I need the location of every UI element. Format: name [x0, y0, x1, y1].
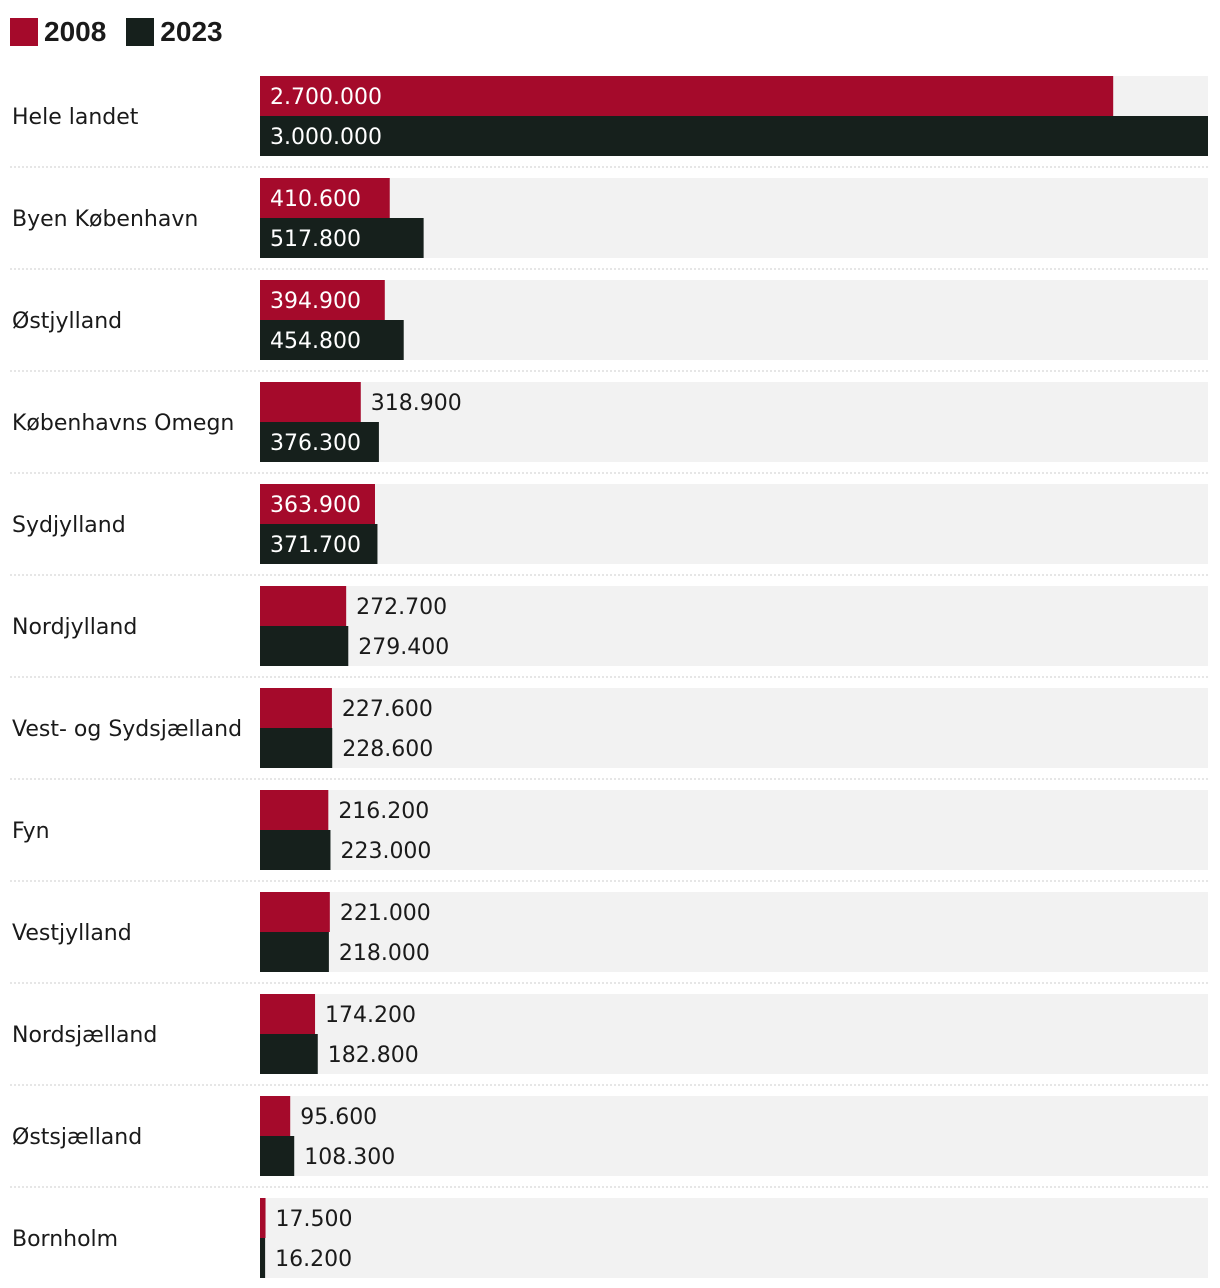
- legend: 2008 2023: [10, 14, 243, 50]
- bar-track-nordjylland: [260, 586, 1208, 666]
- legend-swatch-2008: [10, 18, 38, 46]
- category-label-fyn: Fyn: [12, 819, 50, 844]
- bar-2023-byen-kobenhavn: [260, 218, 424, 258]
- category-label-vest-og-sydsjaelland: Vest- og Sydsjælland: [12, 717, 242, 742]
- category-label-hele-landet: Hele landet: [12, 105, 139, 130]
- value-label-2008-bornholm: 17.500: [276, 1207, 353, 1232]
- value-label-2008-hele-landet: 2.700.000: [270, 85, 382, 110]
- bar-2008-nordjylland: [260, 586, 347, 626]
- bar-2008-sydjylland: [260, 484, 375, 524]
- bar-2023-nordsjaelland: [260, 1034, 318, 1074]
- value-label-2023-nordsjaelland: 182.800: [328, 1043, 419, 1068]
- bar-track-nordsjaelland: [260, 994, 1208, 1074]
- value-label-2023-byen-kobenhavn: 517.800: [270, 227, 361, 252]
- bar-track-ostsjaelland: [260, 1096, 1208, 1176]
- category-label-nordsjaelland: Nordsjælland: [12, 1023, 157, 1048]
- value-label-2023-nordjylland: 279.400: [358, 635, 449, 660]
- bar-2008-ostsjaelland: [260, 1096, 291, 1136]
- bar-track-bornholm: [260, 1198, 1208, 1278]
- value-label-2008-nordjylland: 272.700: [356, 595, 447, 620]
- bar-2023-hele-landet: [260, 116, 1208, 156]
- value-label-2008-ostjylland: 394.900: [270, 289, 361, 314]
- bar-2023-ostjylland: [260, 320, 404, 360]
- value-label-2008-fyn: 216.200: [338, 799, 429, 824]
- bar-2023-nordjylland: [260, 626, 349, 666]
- value-label-2023-bornholm: 16.200: [275, 1247, 352, 1272]
- bar-track-vestjylland: [260, 892, 1208, 972]
- value-label-2008-vest-og-sydsjaelland: 227.600: [342, 697, 433, 722]
- value-label-2023-fyn: 223.000: [340, 839, 431, 864]
- bar-2023-kobenhavns-omegn: [260, 422, 379, 462]
- bar-track-sydjylland: [260, 484, 1208, 564]
- legend-label-2023: 2023: [160, 16, 223, 47]
- bar-2008-kobenhavns-omegn: [260, 382, 361, 422]
- value-label-2023-vest-og-sydsjaelland: 228.600: [342, 737, 433, 762]
- legend-item-2008: 2008: [10, 16, 106, 48]
- bar-2023-bornholm: [260, 1238, 266, 1278]
- bar-2008-byen-kobenhavn: [260, 178, 390, 218]
- bar-2023-vestjylland: [260, 932, 329, 972]
- value-label-2023-vestjylland: 218.000: [339, 941, 430, 966]
- value-label-2023-kobenhavns-omegn: 376.300: [270, 431, 361, 456]
- bar-2023-vest-og-sydsjaelland: [260, 728, 333, 768]
- bar-2008-vestjylland: [260, 892, 330, 932]
- category-label-ostjylland: Østjylland: [12, 309, 122, 334]
- value-label-2008-nordsjaelland: 174.200: [325, 1003, 416, 1028]
- bar-track-kobenhavns-omegn: [260, 382, 1208, 462]
- category-label-bornholm: Bornholm: [12, 1227, 118, 1252]
- bar-track-fyn: [260, 790, 1208, 870]
- bar-2008-hele-landet: [260, 76, 1114, 116]
- bar-2008-ostjylland: [260, 280, 385, 320]
- category-label-byen-kobenhavn: Byen København: [12, 207, 198, 232]
- bar-2023-ostsjaelland: [260, 1136, 295, 1176]
- bar-2008-nordsjaelland: [260, 994, 316, 1034]
- category-label-vestjylland: Vestjylland: [12, 921, 132, 946]
- value-label-2008-byen-kobenhavn: 410.600: [270, 187, 361, 212]
- category-label-ostsjaelland: Østsjælland: [12, 1125, 142, 1150]
- bar-track-ostjylland: [260, 280, 1208, 360]
- bar-2008-vest-og-sydsjaelland: [260, 688, 332, 728]
- legend-label-2008: 2008: [44, 16, 107, 47]
- legend-swatch-2023: [126, 18, 155, 46]
- value-label-2008-kobenhavns-omegn: 318.900: [371, 391, 462, 416]
- category-label-nordjylland: Nordjylland: [12, 615, 137, 640]
- category-label-sydjylland: Sydjylland: [12, 513, 126, 538]
- value-label-2008-ostsjaelland: 95.600: [300, 1105, 377, 1130]
- bar-2023-fyn: [260, 830, 331, 870]
- bar-2008-fyn: [260, 790, 329, 830]
- value-label-2023-hele-landet: 3.000.000: [270, 125, 382, 150]
- value-label-2023-sydjylland: 371.700: [270, 533, 361, 558]
- value-label-2008-sydjylland: 363.900: [270, 493, 361, 518]
- bar-2023-sydjylland: [260, 524, 378, 564]
- legend-item-2023: 2023: [126, 16, 223, 48]
- value-label-2023-ostjylland: 454.800: [270, 329, 361, 354]
- value-label-2008-vestjylland: 221.000: [340, 901, 431, 926]
- bar-track-vest-og-sydsjaelland: [260, 688, 1208, 768]
- category-label-kobenhavns-omegn: Københavns Omegn: [12, 411, 234, 436]
- value-label-2023-ostsjaelland: 108.300: [304, 1145, 395, 1170]
- bar-2008-bornholm: [260, 1198, 266, 1238]
